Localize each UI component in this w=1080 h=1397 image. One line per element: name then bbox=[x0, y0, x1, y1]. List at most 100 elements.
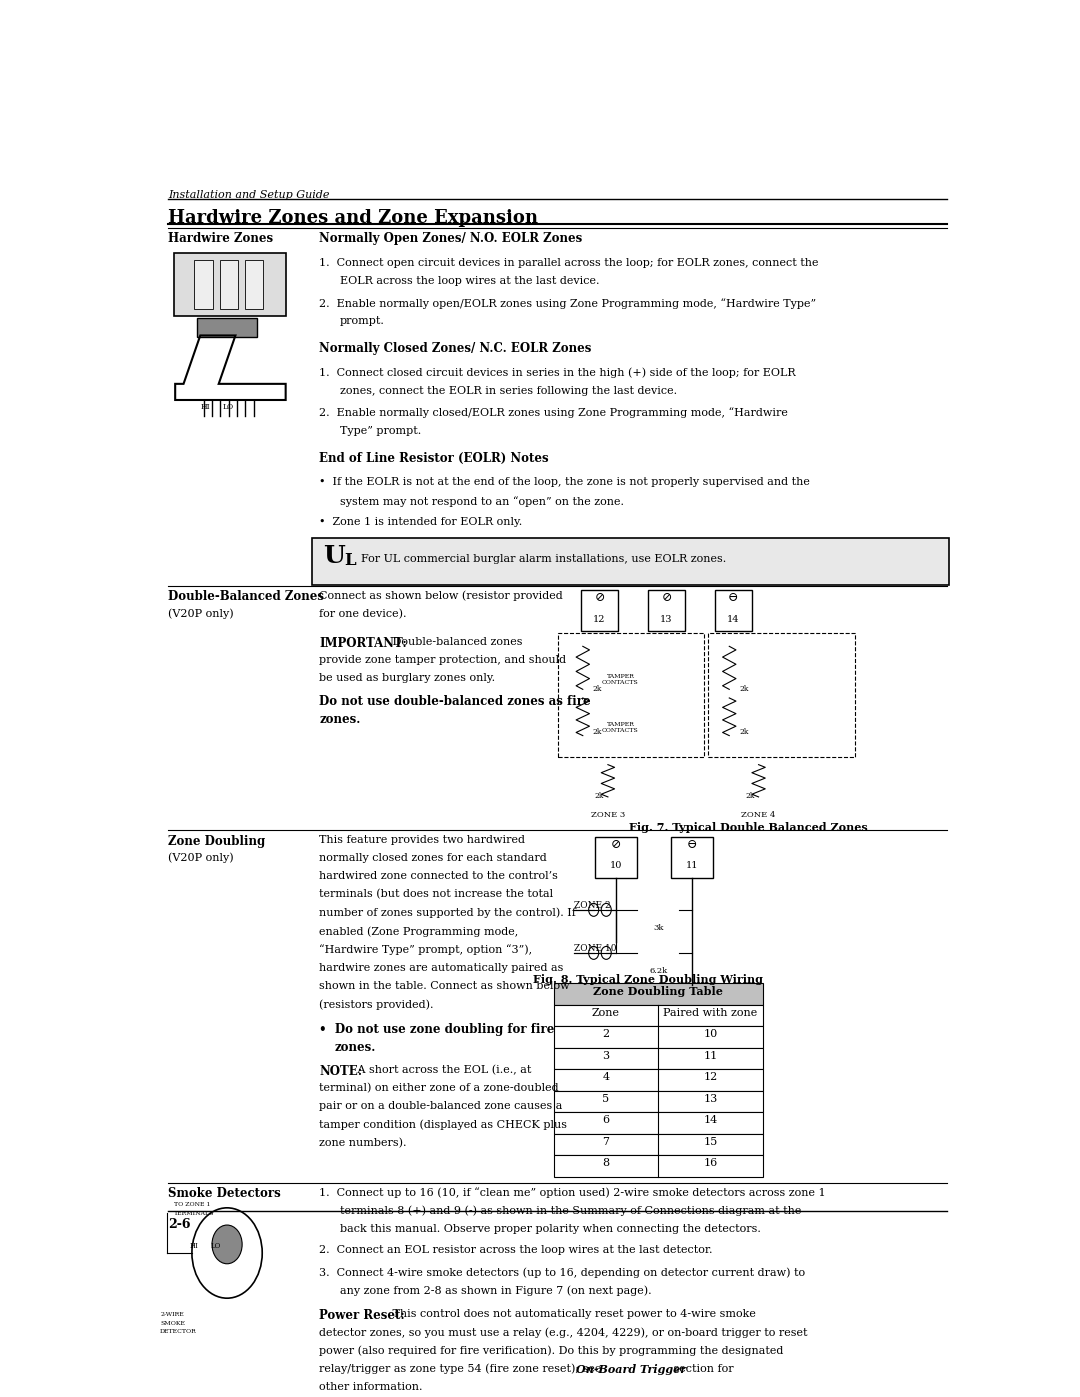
Text: L: L bbox=[345, 552, 356, 569]
Bar bbox=[245, 260, 264, 309]
Text: any zone from 2-8 as shown in Figure 7 (on next page).: any zone from 2-8 as shown in Figure 7 (… bbox=[340, 1285, 651, 1296]
Text: hardwired zone connected to the control’s: hardwired zone connected to the control’… bbox=[320, 872, 558, 882]
Text: Paired with zone: Paired with zone bbox=[663, 1007, 757, 1018]
Text: Do not use double-balanced zones as fire: Do not use double-balanced zones as fire bbox=[320, 694, 591, 708]
Text: terminals (but does not increase the total: terminals (but does not increase the tot… bbox=[320, 890, 553, 900]
Text: This feature provides two hardwired: This feature provides two hardwired bbox=[320, 834, 525, 845]
Text: TAMPER
CONTACTS: TAMPER CONTACTS bbox=[602, 722, 639, 733]
Text: number of zones supported by the control). If: number of zones supported by the control… bbox=[320, 908, 576, 918]
Bar bbox=[194, 260, 213, 309]
Text: 1.  Connect closed circuit devices in series in the high (+) side of the loop; f: 1. Connect closed circuit devices in ser… bbox=[320, 367, 796, 379]
Text: ⊘: ⊘ bbox=[611, 838, 621, 851]
Text: On-Board Trigger: On-Board Trigger bbox=[576, 1363, 686, 1375]
Bar bbox=[648, 591, 685, 631]
Text: End of Line Resistor (EOLR) Notes: End of Line Resistor (EOLR) Notes bbox=[320, 451, 549, 465]
Text: 2k: 2k bbox=[593, 728, 603, 736]
Bar bbox=[554, 1025, 762, 1048]
Text: power (also required for fire verification). Do this by programming the designat: power (also required for fire verificati… bbox=[320, 1345, 783, 1356]
Text: be used as burglary zones only.: be used as burglary zones only. bbox=[320, 673, 496, 683]
Text: Power Reset:: Power Reset: bbox=[320, 1309, 405, 1322]
Text: other information.: other information. bbox=[320, 1382, 422, 1391]
Text: 2k: 2k bbox=[740, 728, 748, 736]
Text: U: U bbox=[323, 545, 346, 569]
Text: 2-WIRE: 2-WIRE bbox=[160, 1312, 184, 1317]
Text: 12: 12 bbox=[593, 615, 606, 624]
Text: TAMPER
CONTACTS: TAMPER CONTACTS bbox=[602, 675, 639, 685]
Text: •  Zone 1 is intended for EOLR only.: • Zone 1 is intended for EOLR only. bbox=[320, 517, 523, 527]
Text: hardwire zones are automatically paired as: hardwire zones are automatically paired … bbox=[320, 963, 564, 972]
Text: •  Do not use zone doubling for fire: • Do not use zone doubling for fire bbox=[320, 1023, 554, 1035]
Bar bbox=[581, 591, 618, 631]
Bar bbox=[554, 1133, 762, 1155]
Text: Fig. 7. Typical Double Balanced Zones: Fig. 7. Typical Double Balanced Zones bbox=[629, 821, 867, 833]
Bar bbox=[554, 1069, 762, 1091]
Text: 12: 12 bbox=[703, 1073, 717, 1083]
Text: TO ZONE 1: TO ZONE 1 bbox=[174, 1203, 211, 1207]
Text: DETECTOR: DETECTOR bbox=[160, 1330, 197, 1334]
Text: 7: 7 bbox=[603, 1137, 609, 1147]
Text: EOLR across the loop wires at the last device.: EOLR across the loop wires at the last d… bbox=[340, 277, 599, 286]
Text: 14: 14 bbox=[727, 615, 740, 624]
Text: 6: 6 bbox=[603, 1115, 609, 1126]
Text: 13: 13 bbox=[660, 615, 673, 624]
FancyBboxPatch shape bbox=[197, 319, 257, 337]
Text: zones, connect the EOLR in series following the last device.: zones, connect the EOLR in series follow… bbox=[340, 386, 677, 395]
Text: detector zones, so you must use a relay (e.g., 4204, 4229), or on-board trigger : detector zones, so you must use a relay … bbox=[320, 1327, 808, 1338]
Text: 14: 14 bbox=[703, 1115, 717, 1126]
Text: Fig. 8. Typical Zone Doubling Wiring: Fig. 8. Typical Zone Doubling Wiring bbox=[532, 975, 762, 985]
Text: A short across the EOL (i.e., at: A short across the EOL (i.e., at bbox=[354, 1065, 531, 1076]
Circle shape bbox=[589, 946, 598, 960]
Text: ⊖: ⊖ bbox=[687, 838, 697, 851]
Text: shown in the table. Connect as shown below: shown in the table. Connect as shown bel… bbox=[320, 981, 570, 990]
Text: 13: 13 bbox=[703, 1094, 717, 1104]
Text: system may not respond to an “open” on the zone.: system may not respond to an “open” on t… bbox=[340, 496, 624, 507]
Text: 5: 5 bbox=[603, 1094, 609, 1104]
Bar bbox=[554, 1155, 762, 1176]
Text: 4: 4 bbox=[603, 1073, 609, 1083]
Text: Connect as shown below (resistor provided: Connect as shown below (resistor provide… bbox=[320, 591, 563, 601]
Text: tamper condition (displayed as CHECK plus: tamper condition (displayed as CHECK plu… bbox=[320, 1119, 567, 1130]
Text: 16: 16 bbox=[703, 1158, 717, 1168]
Text: For UL commercial burglar alarm installations, use EOLR zones.: For UL commercial burglar alarm installa… bbox=[361, 553, 726, 564]
Text: Zone: Zone bbox=[592, 1007, 620, 1018]
Text: zone numbers).: zone numbers). bbox=[320, 1139, 407, 1148]
Text: 3k: 3k bbox=[653, 923, 663, 932]
Text: 3.  Connect 4-wire smoke detectors (up to 16, depending on detector current draw: 3. Connect 4-wire smoke detectors (up to… bbox=[320, 1267, 806, 1278]
Text: terminals 8 (+) and 9 (-) as shown in the Summary of Connections diagram at the: terminals 8 (+) and 9 (-) as shown in th… bbox=[340, 1206, 801, 1217]
Text: SMOKE: SMOKE bbox=[160, 1320, 185, 1326]
Text: Normally Open Zones/ N.O. EOLR Zones: Normally Open Zones/ N.O. EOLR Zones bbox=[320, 232, 582, 246]
Text: Zone Doubling Table: Zone Doubling Table bbox=[593, 986, 724, 997]
Text: (resistors provided).: (resistors provided). bbox=[320, 999, 434, 1010]
Circle shape bbox=[212, 1225, 242, 1264]
Text: ZONE 4: ZONE 4 bbox=[741, 810, 775, 819]
Text: NOTE:: NOTE: bbox=[320, 1065, 362, 1077]
Text: ZONE 3: ZONE 3 bbox=[591, 810, 625, 819]
Bar bbox=[595, 837, 637, 877]
Text: 11: 11 bbox=[686, 862, 698, 870]
Circle shape bbox=[589, 904, 598, 916]
Circle shape bbox=[602, 904, 611, 916]
Text: 2k: 2k bbox=[593, 685, 603, 693]
Text: Installation and Setup Guide: Installation and Setup Guide bbox=[168, 190, 330, 200]
Text: (V20P only): (V20P only) bbox=[168, 609, 234, 619]
Text: for one device).: for one device). bbox=[320, 609, 407, 619]
Text: Hardwire Zones: Hardwire Zones bbox=[168, 232, 273, 246]
Text: terminal) on either zone of a zone-doubled: terminal) on either zone of a zone-doubl… bbox=[320, 1083, 558, 1094]
Text: •  If the EOLR is not at the end of the loop, the zone is not properly supervise: • If the EOLR is not at the end of the l… bbox=[320, 478, 810, 488]
Bar bbox=[557, 633, 704, 757]
Text: Zone Doubling: Zone Doubling bbox=[168, 834, 266, 848]
Text: Type” prompt.: Type” prompt. bbox=[340, 426, 421, 436]
FancyBboxPatch shape bbox=[174, 253, 285, 316]
Text: Hardwire Zones and Zone Expansion: Hardwire Zones and Zone Expansion bbox=[168, 208, 539, 226]
Text: zones.: zones. bbox=[320, 712, 361, 726]
Bar bbox=[715, 591, 752, 631]
Bar bbox=[671, 837, 713, 877]
Text: (V20P only): (V20P only) bbox=[168, 852, 234, 863]
Text: ZONE 10: ZONE 10 bbox=[575, 944, 617, 953]
Text: LO: LO bbox=[211, 1242, 220, 1250]
Text: 6.2k: 6.2k bbox=[649, 967, 667, 975]
Text: normally closed zones for each standard: normally closed zones for each standard bbox=[320, 852, 546, 863]
Text: 2k: 2k bbox=[595, 792, 604, 799]
Text: 2.  Enable normally open/EOLR zones using Zone Programming mode, “Hardwire Type”: 2. Enable normally open/EOLR zones using… bbox=[320, 298, 816, 309]
Text: pair or on a double-balanced zone causes a: pair or on a double-balanced zone causes… bbox=[320, 1101, 563, 1112]
